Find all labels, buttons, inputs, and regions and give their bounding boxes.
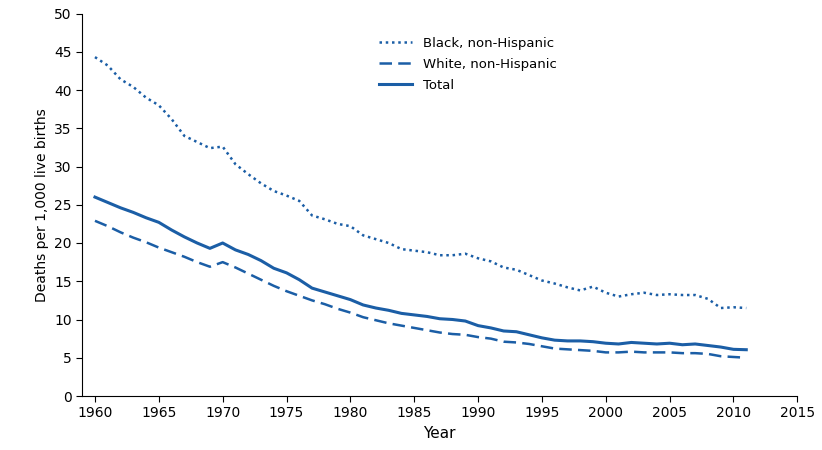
White, non-Hispanic bbox=[90, 218, 100, 224]
White, non-Hispanic bbox=[396, 323, 406, 328]
Black, non-Hispanic bbox=[396, 247, 406, 252]
White, non-Hispanic bbox=[741, 355, 751, 360]
Line: Total: Total bbox=[95, 197, 746, 350]
X-axis label: Year: Year bbox=[423, 426, 456, 441]
White, non-Hispanic bbox=[690, 351, 700, 356]
Black, non-Hispanic bbox=[320, 216, 330, 222]
Total bbox=[690, 341, 700, 346]
White, non-Hispanic bbox=[511, 340, 521, 345]
Line: White, non-Hispanic: White, non-Hispanic bbox=[95, 221, 746, 358]
Total bbox=[396, 310, 406, 316]
White, non-Hispanic bbox=[320, 302, 330, 307]
Black, non-Hispanic bbox=[90, 54, 100, 60]
Legend: Black, non-Hispanic, White, non-Hispanic, Total: Black, non-Hispanic, White, non-Hispanic… bbox=[374, 32, 562, 97]
Total bbox=[741, 347, 751, 352]
Total bbox=[90, 194, 100, 200]
Total bbox=[320, 289, 330, 295]
Line: Black, non-Hispanic: Black, non-Hispanic bbox=[95, 57, 746, 308]
Black, non-Hispanic bbox=[716, 305, 726, 310]
Black, non-Hispanic bbox=[141, 95, 151, 100]
White, non-Hispanic bbox=[141, 239, 151, 245]
Black, non-Hispanic bbox=[486, 259, 496, 264]
Y-axis label: Deaths per 1,000 live births: Deaths per 1,000 live births bbox=[35, 108, 48, 302]
Black, non-Hispanic bbox=[511, 267, 521, 272]
White, non-Hispanic bbox=[486, 336, 496, 341]
Black, non-Hispanic bbox=[690, 292, 700, 298]
Black, non-Hispanic bbox=[741, 305, 751, 310]
Total bbox=[511, 329, 521, 334]
Total bbox=[486, 325, 496, 331]
Total bbox=[141, 215, 151, 220]
